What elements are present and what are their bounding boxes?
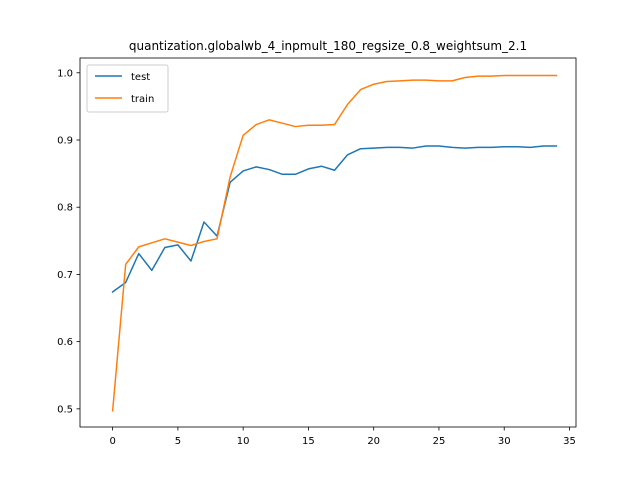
x-tick-label: 10 (237, 436, 250, 447)
x-tick-label: 25 (433, 436, 446, 447)
legend: test train (86, 64, 169, 113)
x-tick-label: 20 (367, 436, 380, 447)
series-line-train (111, 74, 558, 412)
axes: 0 5 10 15 20 25 30 35 0.5 0.6 0.7 0.8 0.9 1.0 (57, 57, 577, 447)
y-tick-label: 0.6 (57, 337, 73, 348)
chart-title: quantization.globalwb_4_inpmult_180_regs… (129, 39, 527, 53)
y-tick-label: 0.7 (57, 270, 73, 281)
plot-frame (79, 57, 577, 428)
x-tick-label: 0 (109, 436, 115, 447)
series-line-test (111, 145, 558, 293)
y-tick-label: 1.0 (57, 68, 73, 79)
legend-box (86, 64, 169, 113)
x-tick-label: 15 (302, 436, 315, 447)
legend-label-train: train (131, 94, 154, 105)
x-tick-label: 30 (498, 436, 511, 447)
plot-lines (111, 74, 558, 412)
legend-label-test: test (131, 72, 150, 83)
y-tick-label: 0.9 (57, 136, 73, 147)
y-tick-label: 0.8 (57, 203, 73, 214)
x-tick-label: 35 (563, 436, 576, 447)
y-tick-label: 0.5 (57, 404, 73, 415)
x-tick-label: 5 (175, 436, 181, 447)
